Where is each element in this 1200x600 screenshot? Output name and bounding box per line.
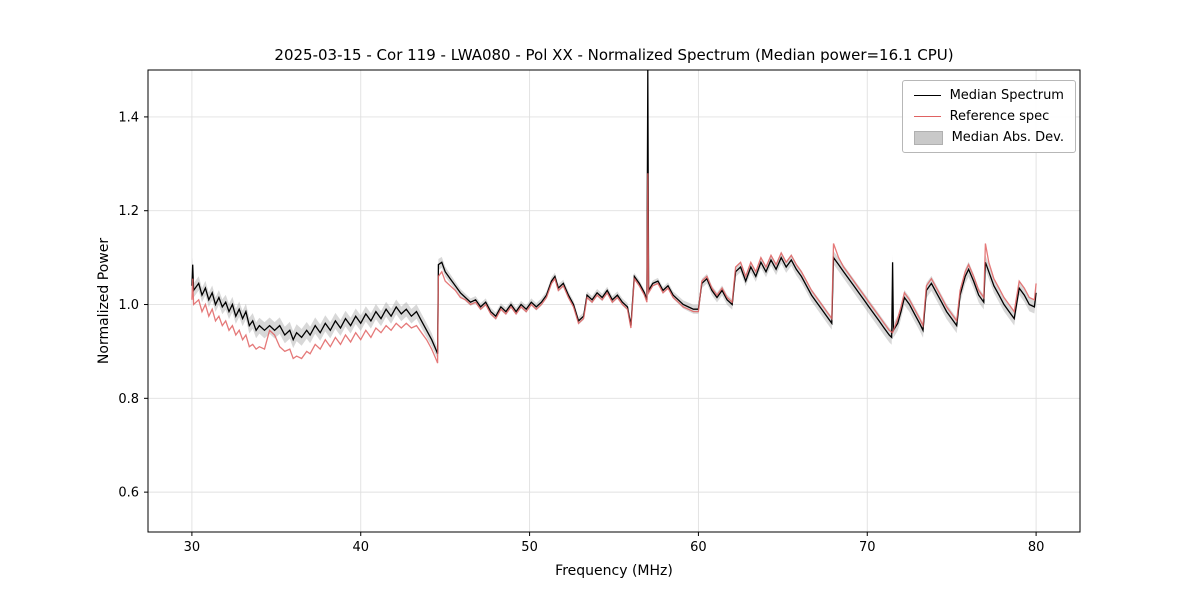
y-tick-label: 0.8: [118, 392, 139, 407]
x-axis-label: Frequency (MHz): [555, 563, 673, 579]
reference-line-swatch: [913, 116, 941, 117]
y-tick-label: 0.6: [118, 486, 139, 501]
x-tick-label: 50: [521, 540, 538, 555]
data-layer: [191, 70, 1037, 364]
x-tick-label: 70: [859, 540, 876, 555]
x-tick-label: 80: [1028, 540, 1045, 555]
y-tick-label: 1.0: [118, 298, 139, 313]
reference-spec-line: [191, 173, 1037, 364]
legend-label-mad: Median Abs. Dev.: [951, 130, 1064, 145]
y-tick-label: 1.2: [118, 204, 139, 219]
chart-title: 2025-03-15 - Cor 119 - LWA080 - Pol XX -…: [274, 46, 954, 64]
median-spectrum-line: [191, 70, 1037, 355]
legend: Median Spectrum Reference spec Median Ab…: [901, 80, 1076, 153]
legend-entry-reference: Reference spec: [913, 109, 1064, 124]
legend-label-reference: Reference spec: [949, 109, 1050, 124]
axes-frame: [147, 69, 1081, 533]
median-line-swatch: [913, 95, 941, 96]
x-tick-label: 60: [690, 540, 707, 555]
mad-band: [191, 70, 1037, 360]
legend-entry-median: Median Spectrum: [913, 88, 1064, 103]
mad-patch-swatch: [913, 130, 943, 145]
y-tick-label: 1.4: [118, 110, 139, 125]
x-tick-label: 30: [184, 540, 201, 555]
legend-label-median: Median Spectrum: [949, 88, 1064, 103]
legend-entry-mad: Median Abs. Dev.: [913, 130, 1064, 145]
x-tick-label: 40: [352, 540, 369, 555]
